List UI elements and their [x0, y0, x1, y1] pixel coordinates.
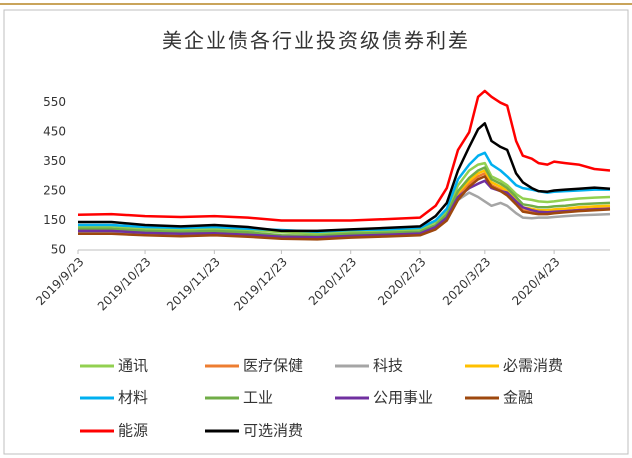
legend-label: 工业 — [243, 389, 273, 407]
series-line — [78, 179, 611, 239]
y-tick-label: 450 — [43, 125, 66, 139]
x-tick-label: 2020/3/23 — [440, 255, 493, 308]
legend-label: 能源 — [118, 422, 148, 440]
x-tick-label: 2019/12/23 — [231, 255, 290, 314]
legend-label: 公用事业 — [373, 389, 433, 407]
legend-label: 科技 — [373, 357, 403, 375]
x-tick-label: 2020/4/23 — [509, 255, 562, 308]
series-line — [78, 161, 611, 236]
x-tick-label: 2020/1/23 — [306, 255, 359, 308]
x-tick-label: 2019/10/23 — [95, 255, 154, 314]
y-tick-label: 250 — [43, 184, 66, 198]
frame — [3, 9, 629, 455]
y-tick-label: 350 — [43, 154, 66, 168]
x-tick-label: 2019/11/23 — [164, 255, 223, 314]
y-tick-label: 50 — [51, 243, 66, 257]
x-tick-label: 2019/9/23 — [33, 255, 86, 308]
legend-label: 必需消费 — [503, 357, 563, 375]
chart-title: 美企业债各行业投资级债券利差 — [162, 29, 470, 53]
legend-label: 材料 — [118, 389, 148, 407]
y-tick-label: 150 — [43, 213, 66, 227]
legend-label: 通讯 — [118, 357, 148, 375]
series-line — [78, 122, 611, 233]
legend-label: 金融 — [503, 389, 533, 407]
series-line — [77, 89, 611, 222]
series-line — [78, 175, 611, 241]
legend-label: 可选消费 — [243, 422, 303, 440]
y-tick-label: 550 — [43, 95, 66, 109]
legend-label: 医疗保健 — [243, 357, 303, 375]
series-line — [78, 166, 611, 238]
x-tick-label: 2020/2/23 — [375, 255, 428, 308]
